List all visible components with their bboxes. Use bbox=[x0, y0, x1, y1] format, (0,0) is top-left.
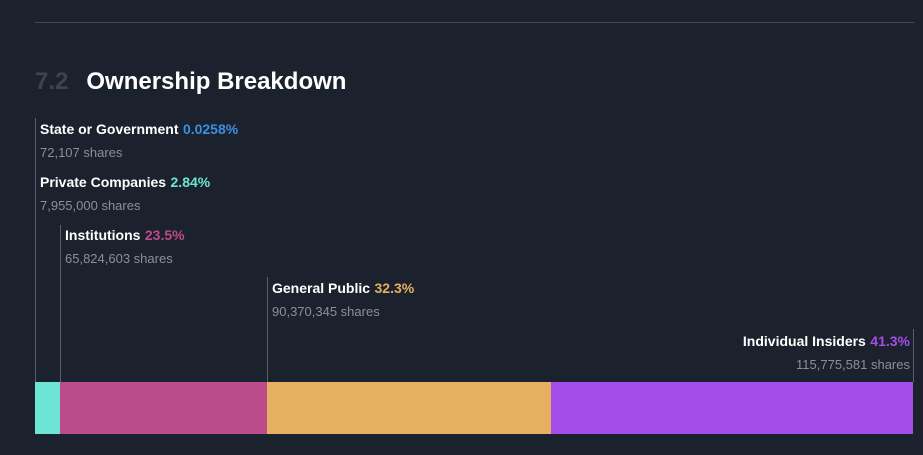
label-shares: 115,775,581 shares bbox=[796, 357, 910, 372]
label-percent: 32.3% bbox=[374, 280, 415, 296]
tick-individual-insiders bbox=[913, 329, 914, 382]
tick-institutions bbox=[60, 225, 61, 382]
ownership-bar bbox=[35, 382, 913, 434]
label-name: Individual Insiders bbox=[742, 333, 866, 349]
label-name: Institutions bbox=[65, 227, 141, 243]
segment-general-public[interactable] bbox=[267, 382, 551, 434]
section-heading: 7.2 Ownership Breakdown bbox=[35, 68, 346, 100]
label-institutions: Institutions 23.5% 65,824,603 shares bbox=[65, 227, 185, 266]
label-percent: 41.3% bbox=[870, 333, 910, 349]
label-shares: 65,824,603 shares bbox=[65, 251, 173, 266]
label-shares: 7,955,000 shares bbox=[40, 198, 141, 213]
tick-general-public bbox=[267, 277, 268, 382]
label-percent: 23.5% bbox=[144, 227, 185, 243]
label-private-companies: Private Companies 2.84% 7,955,000 shares bbox=[40, 174, 210, 213]
label-state-government: State or Government 0.0258% 72,107 share… bbox=[40, 121, 238, 160]
label-individual-insiders: Individual Insiders 41.3% 115,775,581 sh… bbox=[743, 333, 910, 372]
label-name: General Public bbox=[272, 280, 371, 296]
label-shares: 72,107 shares bbox=[40, 145, 123, 160]
section-title: Ownership Breakdown bbox=[86, 68, 347, 95]
segment-private-companies[interactable] bbox=[35, 382, 60, 434]
section-divider bbox=[35, 22, 914, 23]
segment-individual-insiders[interactable] bbox=[551, 382, 913, 434]
tick-state-private bbox=[35, 118, 36, 382]
segment-institutions[interactable] bbox=[60, 382, 267, 434]
label-name: Private Companies bbox=[40, 174, 167, 190]
label-shares: 90,370,345 shares bbox=[272, 304, 380, 319]
label-name: State or Government bbox=[40, 121, 179, 137]
label-general-public: General Public 32.3% 90,370,345 shares bbox=[272, 280, 414, 319]
section-number: 7.2 bbox=[35, 68, 69, 95]
label-percent: 0.0258% bbox=[182, 121, 239, 137]
label-percent: 2.84% bbox=[170, 174, 211, 190]
